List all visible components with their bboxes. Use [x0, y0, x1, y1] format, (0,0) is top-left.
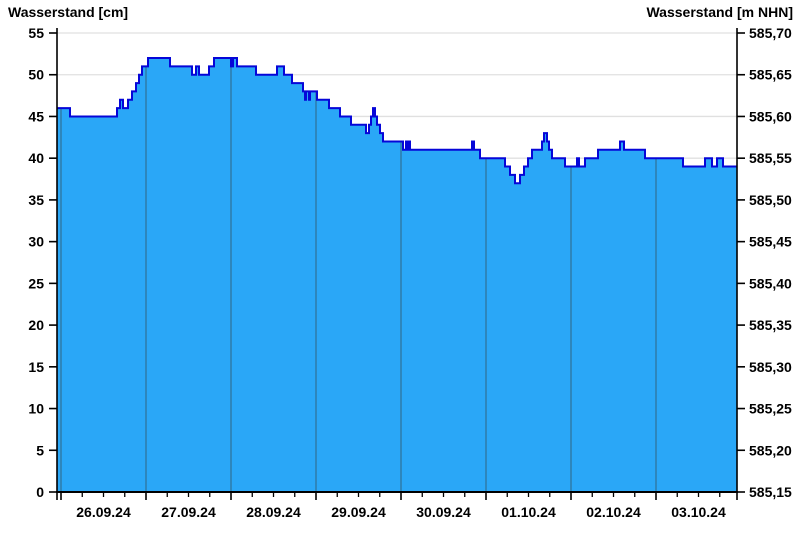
y-right-tick-label: 585,50	[749, 192, 792, 208]
y-left-tick-label: 10	[28, 401, 44, 417]
right-axis-title: Wasserstand [m NHN]	[646, 4, 793, 20]
y-left-tick-label: 40	[28, 150, 44, 166]
y-left-tick-label: 45	[28, 108, 44, 124]
y-left-tick-label: 55	[28, 25, 44, 41]
x-tick-label: 29.09.24	[331, 504, 386, 520]
y-right-tick-label: 585,25	[749, 401, 792, 417]
y-right-tick-label: 585,40	[749, 275, 792, 291]
x-tick-label: 28.09.24	[246, 504, 301, 520]
y-left-tick-label: 35	[28, 192, 44, 208]
y-right-tick-label: 585,70	[749, 25, 792, 41]
y-left-tick-label: 30	[28, 234, 44, 250]
y-right-tick-label: 585,55	[749, 150, 792, 166]
y-right-tick-label: 585,35	[749, 317, 792, 333]
y-right-tick-label: 585,15	[749, 484, 792, 500]
y-left-tick-label: 50	[28, 67, 44, 83]
x-tick-label: 27.09.24	[161, 504, 216, 520]
left-axis-title: Wasserstand [cm]	[8, 4, 129, 20]
area-fill	[57, 58, 737, 492]
y-right-tick-label: 585,45	[749, 234, 792, 250]
y-left-tick-label: 5	[36, 442, 44, 458]
y-left-tick-label: 25	[28, 275, 44, 291]
x-tick-label: 30.09.24	[416, 504, 471, 520]
series-line	[57, 57, 737, 185]
x-tick-label: 03.10.24	[671, 504, 726, 520]
y-left-tick-label: 0	[36, 484, 44, 500]
y-left-tick-label: 20	[28, 317, 44, 333]
x-tick-label: 02.10.24	[586, 504, 641, 520]
y-left-tick-label: 15	[28, 359, 44, 375]
y-right-tick-label: 585,60	[749, 108, 792, 124]
y-right-tick-label: 585,30	[749, 359, 792, 375]
y-right-tick-label: 585,65	[749, 67, 792, 83]
x-tick-label: 01.10.24	[501, 504, 556, 520]
x-tick-label: 26.09.24	[76, 504, 131, 520]
y-right-tick-label: 585,20	[749, 442, 792, 458]
